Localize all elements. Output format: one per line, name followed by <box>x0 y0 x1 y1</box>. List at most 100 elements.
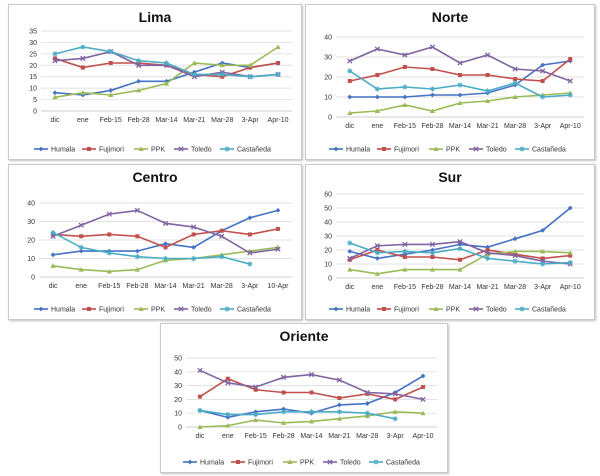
legend-marker <box>38 306 44 312</box>
data-point <box>513 252 518 257</box>
data-point <box>484 88 491 94</box>
legend-item-toledo: Toledo <box>469 306 507 314</box>
data-point <box>336 416 342 421</box>
x-tick-label: ene <box>371 284 383 291</box>
chart-title: Lima <box>139 9 172 25</box>
data-point <box>78 248 84 254</box>
data-point <box>80 65 85 70</box>
data-point <box>347 79 352 83</box>
legend-marker <box>519 146 525 152</box>
y-tick-label: 0 <box>33 109 37 116</box>
chart-norte: Norte 0 10 20 30 40 dic ene Feb-15 Feb-28 Mar-14 Ma… <box>324 9 584 154</box>
data-point <box>52 51 58 57</box>
data-point <box>429 267 436 272</box>
legend-marker <box>433 306 439 311</box>
y-tick-label: 40 <box>324 220 332 227</box>
data-point <box>163 80 170 86</box>
y-tick-label: 10 <box>27 256 35 263</box>
series-line-ppk <box>54 46 279 99</box>
x-tick-label: Mar-28 <box>504 284 526 291</box>
y-tick-label: 50 <box>174 356 182 363</box>
data-point <box>374 250 380 256</box>
series-line-humala <box>349 60 571 98</box>
legend-item-ppk: PPK <box>429 146 460 154</box>
legend-marker <box>224 306 230 312</box>
x-tick-label: dic <box>49 283 58 290</box>
data-point <box>78 222 84 228</box>
data-point <box>512 248 518 254</box>
legend-label: Fujimori <box>99 147 124 154</box>
data-point <box>364 401 370 406</box>
x-tick-label: Apr-10 <box>413 433 434 440</box>
data-point <box>347 257 352 262</box>
x-tick-label: Feb-15 <box>394 284 416 291</box>
data-point <box>106 211 112 217</box>
data-point <box>567 92 573 98</box>
legend-item-castaneda: Castañeda <box>220 146 271 154</box>
x-tick-label: Mar-28 <box>211 283 233 290</box>
data-point <box>219 71 225 78</box>
legend-item-fujimori: Fujimori <box>377 307 419 314</box>
data-point <box>163 241 168 247</box>
x-tick-label: Mar-21 <box>328 433 350 440</box>
data-point <box>540 79 545 83</box>
data-point <box>540 68 546 74</box>
data-point <box>420 410 426 416</box>
legend-label: Humala <box>346 147 370 154</box>
data-point <box>253 417 259 423</box>
chart-title: Centro <box>132 169 177 185</box>
data-point <box>190 224 197 230</box>
data-point <box>513 77 518 81</box>
x-tick-label: Mar-21 <box>183 283 205 290</box>
data-point <box>430 92 435 98</box>
data-point <box>107 232 112 237</box>
x-tick-label: Feb-28 <box>126 283 148 290</box>
data-point <box>430 67 435 71</box>
legend-label: Castañeda <box>386 460 420 467</box>
data-point <box>219 62 225 68</box>
data-point <box>567 250 573 255</box>
x-tick-label: Mar-21 <box>476 284 498 291</box>
data-point <box>191 71 197 78</box>
data-point <box>50 233 56 239</box>
data-point <box>225 414 231 420</box>
data-point <box>458 257 462 262</box>
x-tick-label: Feb-15 <box>245 433 267 440</box>
data-point <box>225 380 231 386</box>
data-point <box>247 232 252 237</box>
data-point <box>219 254 225 260</box>
legend-marker <box>473 146 479 152</box>
data-point <box>275 208 281 213</box>
x-tick-label: dic <box>345 123 354 130</box>
data-point <box>50 263 56 268</box>
legend-item-ppk: PPK <box>429 306 460 314</box>
data-point <box>347 94 353 100</box>
legend-marker <box>178 306 184 312</box>
data-point <box>275 71 281 78</box>
legend-label: Toledo <box>340 460 361 467</box>
legend-label: Castañeda <box>237 307 271 314</box>
legend-marker <box>138 146 144 151</box>
x-tick-label: Mar-14 <box>155 117 177 124</box>
y-tick-label: 30 <box>29 40 37 47</box>
data-point <box>457 242 463 247</box>
data-point <box>457 246 463 252</box>
data-point <box>197 424 203 429</box>
data-point <box>197 394 202 399</box>
legend-marker <box>87 147 91 151</box>
data-point <box>247 261 253 267</box>
legend-item-humala: Humala <box>34 147 75 154</box>
data-point <box>457 238 463 245</box>
legend-marker <box>236 460 240 464</box>
data-point <box>308 409 315 415</box>
data-point <box>374 271 380 276</box>
data-point <box>347 68 353 74</box>
data-point <box>402 84 408 90</box>
y-tick-label: 35 <box>29 29 37 36</box>
data-point <box>163 60 170 66</box>
data-point <box>108 48 114 55</box>
data-point <box>248 65 253 70</box>
series-castaneda <box>52 44 281 80</box>
data-point <box>392 416 398 422</box>
data-point <box>225 423 231 428</box>
